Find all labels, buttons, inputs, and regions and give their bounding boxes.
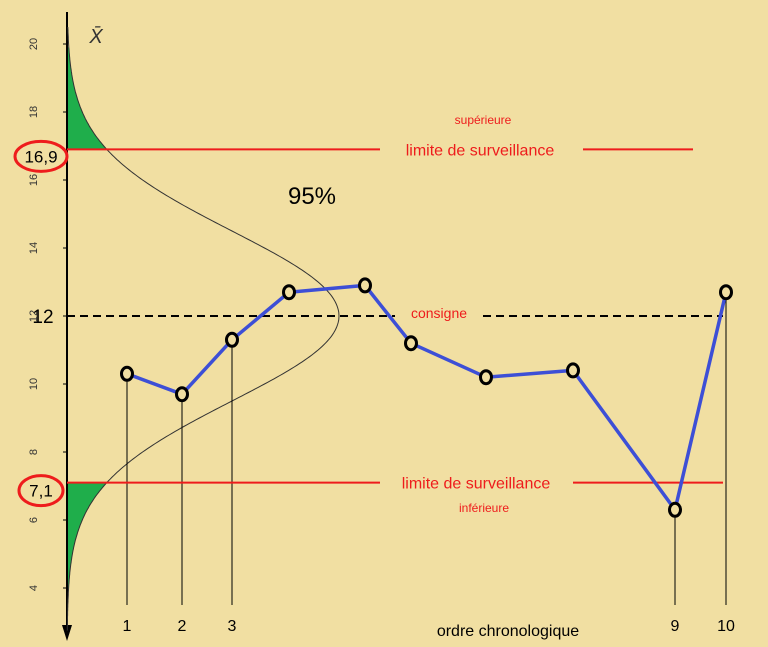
data-point: [282, 284, 296, 301]
upper-limit-value-circle: [13, 139, 69, 173]
distribution-tails: [67, 47, 107, 602]
y-tick-label: 18: [28, 106, 40, 118]
drop-lines: [126, 292, 727, 605]
x-tick-label: 2: [178, 618, 187, 635]
x-tick-label: 10: [717, 618, 735, 635]
confidence-label: 95%: [288, 183, 336, 210]
y-tick-label: 6: [28, 517, 40, 523]
data-point: [566, 362, 580, 379]
normal-curve: [66, 26, 340, 631]
reference-lines: [67, 148, 723, 484]
upper-tail-area: [67, 47, 107, 150]
x-tick-label: 3: [228, 618, 237, 635]
y-tick-label: 4: [28, 585, 40, 591]
normal-curve-line: [66, 26, 340, 631]
y-axis-label: X̄: [88, 25, 103, 48]
upper-limit-label: limite de surveillance: [406, 142, 555, 159]
data-point: [479, 369, 493, 386]
data-series: [120, 277, 733, 518]
data-point: [358, 277, 372, 294]
lower-limit-value-circle: [17, 474, 65, 508]
y-tick-label: 12: [28, 310, 40, 322]
data-point: [225, 331, 239, 348]
data-point: [719, 284, 733, 301]
lower-limit-value: 7,1: [29, 482, 53, 501]
y-tick-label: 10: [28, 378, 40, 390]
upper-limit-value: 16,9: [24, 147, 57, 166]
x-tick-label: 9: [671, 618, 680, 635]
x-axis-label: ordre chronologique: [437, 623, 579, 640]
y-tick-label: 8: [28, 449, 40, 455]
upper-limit-sublabel: supérieure: [455, 113, 512, 127]
target-value-label: 12: [32, 307, 53, 328]
data-point: [404, 335, 418, 352]
data-point: [120, 365, 134, 382]
y-tick-label: 20: [28, 38, 40, 50]
chart-labels: supérieure limite de surveillance limite d…: [13, 113, 735, 640]
series-line: [126, 283, 728, 512]
lower-tail-area: [67, 482, 107, 602]
lower-limit-sublabel: inférieure: [459, 501, 509, 515]
y-tick-label: 16: [28, 174, 40, 186]
data-point: [668, 501, 682, 518]
y-axis-arrow: [62, 625, 72, 641]
y-axis: 4 6 8 10 12 14 16 18 20 X̄: [28, 12, 103, 641]
lower-limit-label: limite de surveillance: [402, 476, 551, 493]
target-label: consigne: [411, 305, 467, 321]
x-tick-label: 1: [123, 618, 132, 635]
data-point: [175, 386, 189, 403]
y-tick-label: 14: [28, 242, 40, 254]
